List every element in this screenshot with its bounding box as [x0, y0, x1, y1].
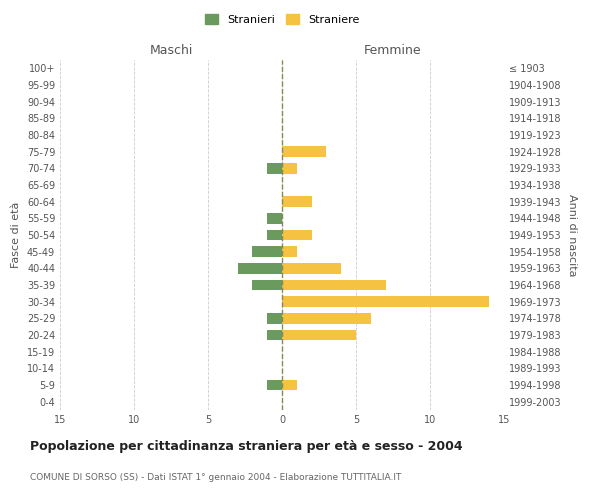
Bar — [282, 313, 371, 324]
Bar — [282, 280, 386, 290]
Text: Popolazione per cittadinanza straniera per età e sesso - 2004: Popolazione per cittadinanza straniera p… — [30, 440, 463, 453]
Bar — [282, 230, 311, 240]
Text: COMUNE DI SORSO (SS) - Dati ISTAT 1° gennaio 2004 - Elaborazione TUTTITALIA.IT: COMUNE DI SORSO (SS) - Dati ISTAT 1° gen… — [30, 473, 401, 482]
Bar — [282, 296, 489, 307]
Text: Maschi: Maschi — [149, 44, 193, 57]
Bar — [267, 380, 282, 390]
Legend: Stranieri, Straniere: Stranieri, Straniere — [201, 10, 363, 28]
Bar — [282, 163, 297, 174]
Bar — [282, 246, 297, 257]
Y-axis label: Anni di nascita: Anni di nascita — [567, 194, 577, 276]
Bar — [282, 380, 297, 390]
Bar — [253, 280, 282, 290]
Bar — [267, 163, 282, 174]
Bar — [282, 263, 341, 274]
Bar — [267, 230, 282, 240]
Bar — [238, 263, 282, 274]
Bar — [282, 146, 326, 157]
Bar — [282, 196, 311, 207]
Bar — [267, 213, 282, 224]
Text: Femmine: Femmine — [364, 44, 422, 57]
Bar — [253, 246, 282, 257]
Bar — [267, 313, 282, 324]
Bar — [282, 330, 356, 340]
Y-axis label: Fasce di età: Fasce di età — [11, 202, 21, 268]
Bar — [267, 330, 282, 340]
